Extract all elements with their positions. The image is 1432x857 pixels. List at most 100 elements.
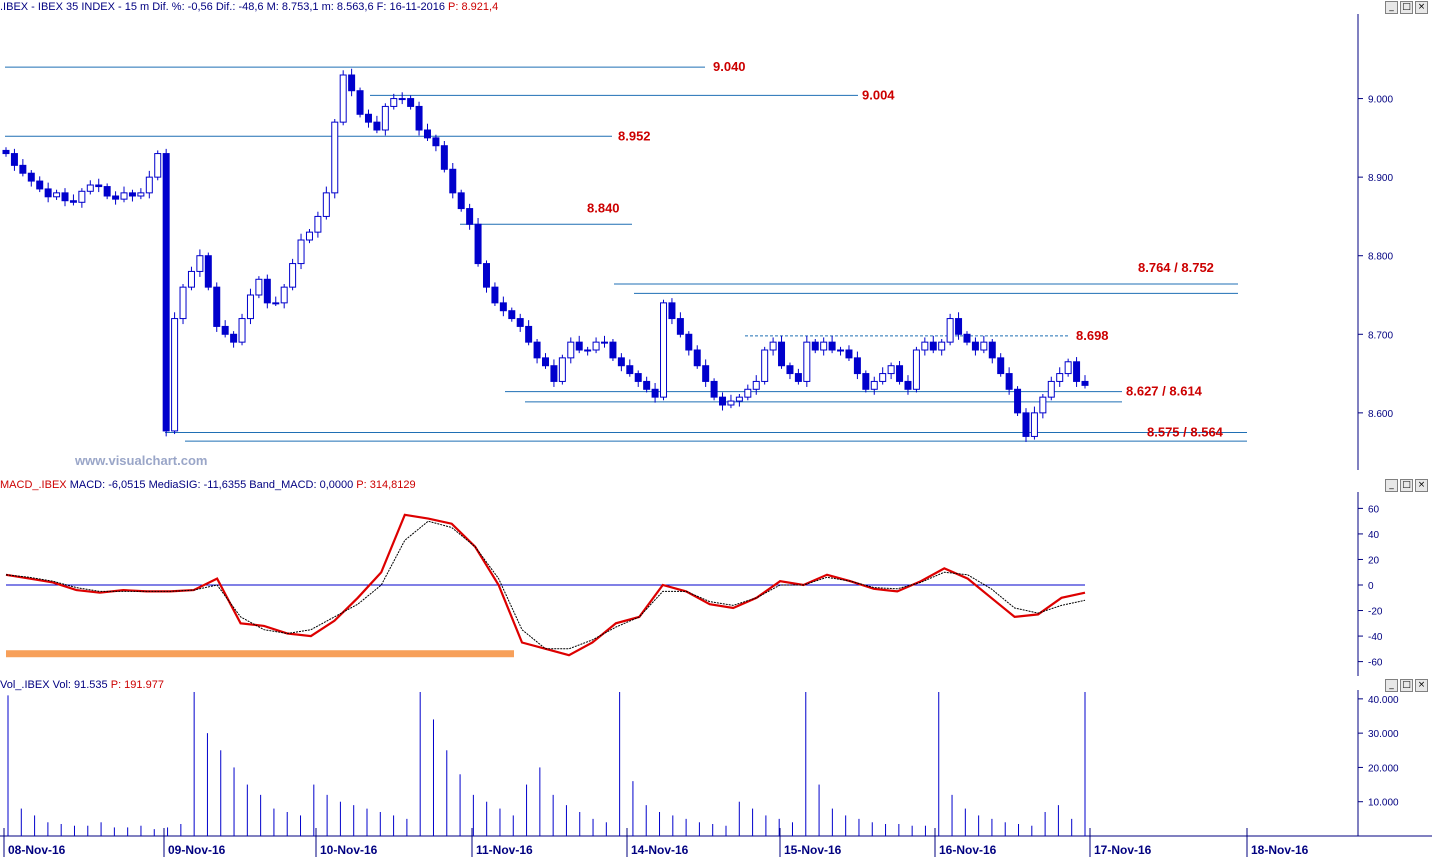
price-tick-label: 8.800 <box>1368 252 1393 263</box>
price-pane: .IBEX - IBEX 35 INDEX - 15 m Dif. %: -0,… <box>0 0 1432 470</box>
candle-body <box>19 164 27 174</box>
watermark: www.visualchart.com <box>74 453 207 468</box>
candle-body <box>938 341 946 351</box>
level-label: 8.575 / 8.564 <box>1147 425 1224 440</box>
candle-body <box>912 349 920 390</box>
restore-button[interactable]: □ <box>1400 479 1413 492</box>
candle-body <box>154 153 162 178</box>
candle-body <box>660 302 668 398</box>
restore-button[interactable]: □ <box>1400 1 1413 14</box>
price-header-max: M: 8.753,1 <box>266 1 319 13</box>
candle-body <box>221 325 229 335</box>
candle-body <box>53 192 61 198</box>
price-tick-label: 8.600 <box>1368 409 1393 420</box>
candle-body <box>1030 412 1038 437</box>
candle-body <box>103 186 111 197</box>
candle-body <box>542 357 549 367</box>
candle-body <box>685 333 693 351</box>
macd-tick-label: -40 <box>1368 632 1383 643</box>
level-label: 8.840 <box>587 200 620 215</box>
candle-body <box>432 137 440 147</box>
date-tick-label: 15-Nov-16 <box>784 843 842 857</box>
candle-body <box>491 286 499 304</box>
candle-body <box>845 349 853 359</box>
candle-body <box>744 388 752 398</box>
candle-body <box>1022 412 1030 437</box>
volume-pane: Vol_.IBEX Vol: 91.535 P: 191.977 _ □ × 4… <box>0 678 1432 857</box>
candle-body <box>137 192 145 197</box>
candle-body <box>390 98 398 107</box>
candle-body <box>811 341 819 351</box>
candle-body <box>946 318 954 343</box>
candle-body <box>255 278 263 296</box>
candle-body <box>651 388 659 398</box>
restore-button[interactable]: □ <box>1400 679 1413 692</box>
date-tick-label: 17-Nov-16 <box>1094 843 1152 857</box>
candle-body <box>457 192 465 210</box>
candle-body <box>322 192 330 217</box>
macd-pane-header: MACD_.IBEX MACD: -6,0515 MediaSIG: -11,6… <box>0 478 1432 493</box>
candle-body <box>997 357 1005 375</box>
candle-body <box>499 302 507 312</box>
candle-body <box>440 145 448 170</box>
minimize-button[interactable]: _ <box>1385 679 1398 692</box>
minimize-button[interactable]: _ <box>1385 1 1398 14</box>
candle-body <box>769 341 777 351</box>
volume-header-vol: Vol: 91.535 <box>52 679 108 691</box>
candle-body <box>601 341 609 344</box>
candle-body <box>314 215 322 233</box>
minimize-button[interactable]: _ <box>1385 479 1398 492</box>
close-button[interactable]: × <box>1415 1 1428 14</box>
candle-body <box>735 396 743 402</box>
date-tick-label: 10-Nov-16 <box>320 843 378 857</box>
candle-body <box>187 270 195 288</box>
candle-body <box>752 380 760 390</box>
candle-body <box>1005 373 1013 390</box>
candle-body <box>1081 380 1089 386</box>
price-pane-window-buttons: _ □ × <box>1385 1 1428 14</box>
candle-body <box>213 286 221 327</box>
price-pane-header: .IBEX - IBEX 35 INDEX - 15 m Dif. %: -0,… <box>0 0 1432 15</box>
candle-body <box>887 365 895 375</box>
candle-body <box>786 365 794 375</box>
candle-body <box>449 168 457 194</box>
candle-body <box>955 318 963 335</box>
candle-body <box>727 400 735 406</box>
candle-body <box>280 286 288 304</box>
candle-body <box>702 365 710 382</box>
candle-body <box>415 105 423 131</box>
candle-body <box>567 341 575 359</box>
candle-body <box>803 341 811 382</box>
candle-body <box>853 357 861 375</box>
candle-body <box>112 195 120 200</box>
close-button[interactable]: × <box>1415 679 1428 692</box>
macd-tick-label: 20 <box>1368 555 1380 566</box>
candle-body <box>331 121 339 194</box>
candle-body <box>145 176 153 194</box>
candle-body <box>971 341 979 351</box>
date-tick-label: 16-Nov-16 <box>939 843 997 857</box>
date-tick-label: 18-Nov-16 <box>1251 843 1309 857</box>
candle-body <box>533 341 541 359</box>
close-button[interactable]: × <box>1415 479 1428 492</box>
candle-body <box>1014 388 1022 414</box>
level-label: 9.004 <box>862 87 895 102</box>
signal-line <box>5 520 1086 650</box>
candle-body <box>348 74 356 92</box>
candle-body <box>1039 396 1047 414</box>
candle-body <box>516 318 524 327</box>
candle-body <box>407 98 415 107</box>
candle-body <box>364 113 372 123</box>
macd-tick-label: 40 <box>1368 530 1380 541</box>
candle-body <box>423 129 431 139</box>
candle-body <box>171 318 179 432</box>
volume-tick-label: 20.000 <box>1368 763 1399 774</box>
candle-body <box>710 380 718 398</box>
level-label: 8.698 <box>1076 328 1109 343</box>
candle-body <box>617 357 625 367</box>
candle-body <box>634 373 642 382</box>
candle-body <box>27 172 35 182</box>
date-tick-label: 14-Nov-16 <box>631 843 689 857</box>
candle-body <box>263 278 271 304</box>
candle-body <box>69 200 77 203</box>
